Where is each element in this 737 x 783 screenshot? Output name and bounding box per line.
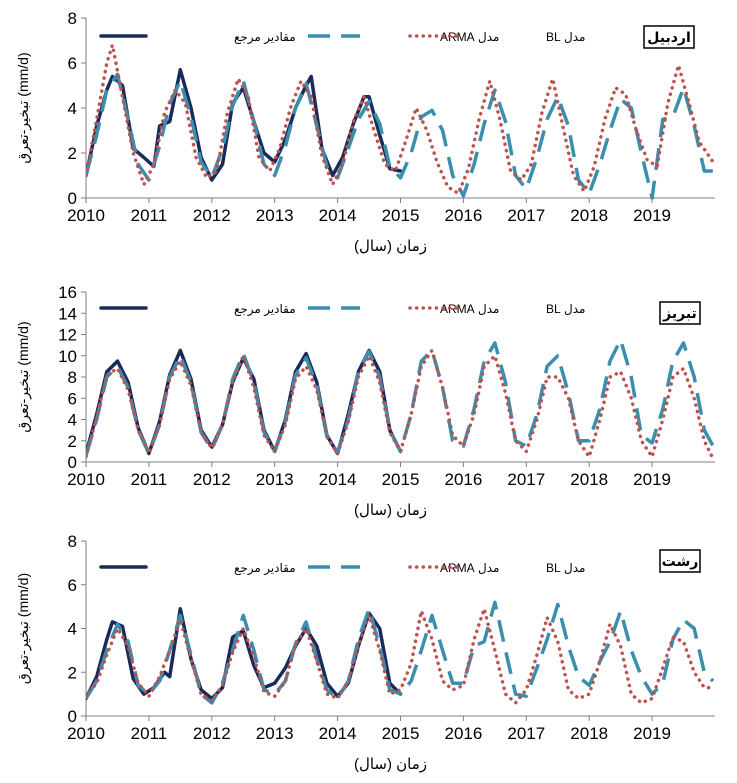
- x-tick-label: 2010: [67, 470, 105, 489]
- x-tick-label: 2016: [444, 724, 482, 743]
- series-line-2: [86, 600, 715, 705]
- station-title-box: [659, 301, 701, 325]
- x-tick-label: 2014: [319, 470, 357, 489]
- station-title-box: [659, 549, 701, 573]
- chart-panel-2: 0 2 4 6 8 10 12 14 16 2010 2011 2012 2013 2014 2015 201…: [15, 283, 715, 519]
- y-tick-label: 0: [68, 453, 77, 472]
- station-title-box: [643, 25, 695, 49]
- x-tick-label: 2013: [256, 206, 294, 225]
- legend-label-2: مدل ARMA: [440, 561, 499, 575]
- y-axis-label: تبخیر-تعرق (mm/d): [15, 321, 32, 432]
- station-title: تبریز: [662, 305, 697, 322]
- series-line-2: [86, 72, 714, 200]
- y-tick-label: 4: [68, 411, 77, 430]
- y-axis-label: تبخیر-تعرق (mm/d): [15, 573, 32, 684]
- x-tick-label: 2010: [67, 724, 105, 743]
- x-tick-label: 2018: [570, 206, 608, 225]
- y-tick-label: 8: [68, 9, 77, 28]
- x-tick-label: 2011: [131, 206, 168, 225]
- x-tick-label: 2015: [382, 724, 420, 743]
- y-tick-label: 4: [68, 620, 77, 639]
- station-title: رشت: [662, 553, 699, 569]
- series-line-2: [86, 338, 715, 457]
- y-tick-label: 14: [58, 304, 77, 323]
- x-tick-label: 2010: [67, 206, 105, 225]
- x-tick-label: 2017: [507, 470, 545, 489]
- y-tick-label: 6: [68, 54, 77, 73]
- legend-label-1: مقادیر مرجع: [234, 561, 296, 576]
- x-tick-label: 2016: [444, 470, 482, 489]
- x-tick-label: 2014: [319, 206, 357, 225]
- y-tick-label: 12: [58, 326, 77, 345]
- x-tick-label: 2013: [256, 470, 294, 489]
- x-tick-label: 2015: [382, 470, 420, 489]
- station-title: اردبیل: [647, 29, 691, 45]
- y-tick-label: 2: [68, 432, 77, 451]
- x-tick-label: 2011: [131, 470, 168, 489]
- y-tick-label: 16: [58, 283, 77, 302]
- x-tick-label: 2017: [507, 206, 545, 225]
- series-line-3: [86, 607, 715, 705]
- x-axis-label: زمان (سال): [354, 756, 427, 773]
- y-tick-label: 10: [58, 347, 77, 366]
- legend-label-3: مدل BL: [546, 30, 585, 44]
- x-axis-label: زمان (سال): [354, 238, 427, 255]
- x-tick-label: 2012: [193, 470, 231, 489]
- x-axis-label: زمان (سال): [354, 502, 427, 519]
- y-tick-label: 6: [68, 576, 77, 595]
- y-tick-label: 4: [68, 99, 77, 118]
- x-tick-label: 2013: [256, 724, 294, 743]
- x-tick-label: 2015: [382, 206, 420, 225]
- legend-label-2: مدل ARMA: [440, 30, 499, 44]
- x-tick-label: 2012: [193, 206, 231, 225]
- legend-label-1: مقادیر مرجع: [234, 30, 296, 45]
- y-tick-label: 8: [68, 532, 77, 551]
- y-tick-label: 2: [68, 663, 77, 682]
- x-tick-label: 2019: [633, 724, 671, 743]
- series-line-3: [86, 348, 715, 461]
- x-tick-label: 2016: [444, 206, 482, 225]
- chart-panel-1: 0 2 4 6 8 2010 2011 2012 2013 2014 2015 2016 2017 201…: [15, 9, 715, 255]
- x-tick-label: 2018: [570, 470, 608, 489]
- y-axis-label: تبخیر-تعرق (mm/d): [15, 52, 32, 163]
- legend-label-2: مدل ARMA: [440, 302, 499, 316]
- x-tick-label: 2011: [131, 724, 168, 743]
- chart-panel-3: 0 2 4 6 8 2010 2011 2012 2013 2014 2015 2016 2017 201…: [15, 532, 715, 773]
- y-tick-label: 0: [68, 189, 77, 208]
- x-tick-label: 2019: [633, 470, 671, 489]
- x-tick-label: 2017: [507, 724, 545, 743]
- x-tick-label: 2012: [193, 724, 231, 743]
- y-tick-label: 6: [68, 389, 77, 408]
- legend-label-1: مقادیر مرجع: [234, 302, 296, 317]
- x-tick-label: 2019: [633, 206, 671, 225]
- legend-label-3: مدل BL: [546, 561, 585, 575]
- y-tick-label: 0: [68, 707, 77, 726]
- legend-label-3: مدل BL: [546, 302, 585, 316]
- y-tick-label: 8: [68, 368, 77, 387]
- x-tick-label: 2014: [319, 724, 357, 743]
- x-tick-label: 2018: [570, 724, 608, 743]
- y-tick-label: 2: [68, 144, 77, 163]
